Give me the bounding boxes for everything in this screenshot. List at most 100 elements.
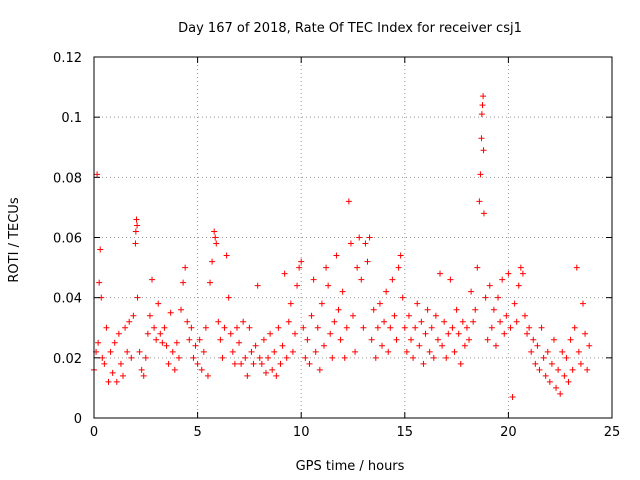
data-point	[186, 336, 193, 343]
data-point	[246, 324, 253, 331]
data-point	[383, 288, 390, 295]
data-point	[476, 198, 483, 205]
data-point	[335, 306, 342, 313]
data-point	[399, 294, 406, 301]
data-point	[217, 336, 224, 343]
data-point	[318, 300, 325, 307]
data-point	[107, 348, 114, 355]
data-point	[138, 366, 145, 373]
data-point	[480, 93, 487, 100]
data-point	[285, 318, 292, 325]
data-point	[99, 354, 106, 361]
data-point	[258, 360, 265, 367]
data-point	[265, 354, 272, 361]
data-point	[115, 330, 122, 337]
data-point	[329, 354, 336, 361]
data-point	[173, 339, 180, 346]
data-point	[397, 252, 404, 259]
data-point	[132, 240, 139, 247]
data-point	[196, 336, 203, 343]
data-point	[463, 324, 470, 331]
data-point	[178, 306, 185, 313]
data-point	[169, 348, 176, 355]
data-point	[146, 312, 153, 319]
x-tick-label: 0	[90, 425, 98, 440]
data-point	[526, 324, 533, 331]
data-point	[575, 348, 582, 355]
data-point	[291, 330, 298, 337]
data-point	[350, 312, 356, 319]
data-point	[477, 171, 484, 178]
data-point	[484, 336, 491, 343]
data-point	[157, 330, 164, 337]
data-point	[308, 312, 315, 319]
data-point	[542, 372, 549, 379]
data-point	[403, 348, 410, 355]
data-point	[577, 360, 584, 367]
data-point	[482, 294, 489, 301]
data-point	[289, 348, 296, 355]
data-point	[163, 342, 170, 349]
data-point	[486, 282, 493, 289]
data-point	[478, 135, 485, 142]
data-point	[111, 339, 118, 346]
data-point	[256, 354, 263, 361]
data-point	[546, 378, 553, 385]
data-point	[233, 324, 240, 331]
data-point	[337, 336, 344, 343]
data-point	[495, 294, 502, 301]
data-point	[555, 366, 562, 373]
data-point	[184, 318, 191, 325]
data-point	[96, 279, 103, 286]
data-point	[424, 306, 431, 313]
data-point	[306, 360, 313, 367]
data-point	[505, 270, 512, 277]
data-point	[194, 360, 201, 367]
data-point	[302, 354, 309, 361]
data-point	[133, 216, 140, 223]
data-point	[225, 294, 232, 301]
data-point	[296, 264, 303, 271]
data-point	[204, 372, 211, 379]
y-tick-label: 0.04	[53, 292, 82, 307]
data-point	[122, 324, 129, 331]
data-point	[213, 240, 220, 247]
data-point	[279, 342, 286, 349]
data-point	[109, 369, 116, 376]
x-axis-label: GPS time / hours	[296, 459, 405, 474]
y-tick-label: 0.02	[53, 352, 82, 367]
data-point	[325, 282, 332, 289]
x-tick-label: 10	[293, 425, 310, 440]
data-point	[470, 318, 477, 325]
data-point	[221, 324, 228, 331]
data-point	[492, 342, 499, 349]
data-point	[412, 324, 419, 331]
data-point	[426, 348, 433, 355]
data-point	[231, 360, 238, 367]
data-point	[401, 324, 408, 331]
data-point	[294, 282, 301, 289]
data-point	[374, 324, 381, 331]
data-point	[281, 270, 288, 277]
data-point	[437, 270, 444, 277]
data-point	[453, 306, 460, 313]
data-point	[538, 324, 545, 331]
data-point	[124, 348, 131, 355]
data-point	[198, 366, 205, 373]
x-tick-label: 20	[500, 425, 517, 440]
data-point	[385, 348, 392, 355]
data-point	[540, 354, 547, 361]
x-tick-label: 15	[397, 425, 414, 440]
data-point	[530, 336, 537, 343]
data-point	[341, 354, 348, 361]
data-point	[128, 354, 135, 361]
data-point	[360, 324, 367, 331]
data-point	[579, 300, 586, 307]
data-point	[573, 264, 580, 271]
data-point	[320, 342, 327, 349]
data-point	[430, 354, 437, 361]
data-point	[584, 366, 591, 373]
data-point	[254, 282, 261, 289]
data-point	[171, 366, 178, 373]
data-point	[165, 360, 172, 367]
